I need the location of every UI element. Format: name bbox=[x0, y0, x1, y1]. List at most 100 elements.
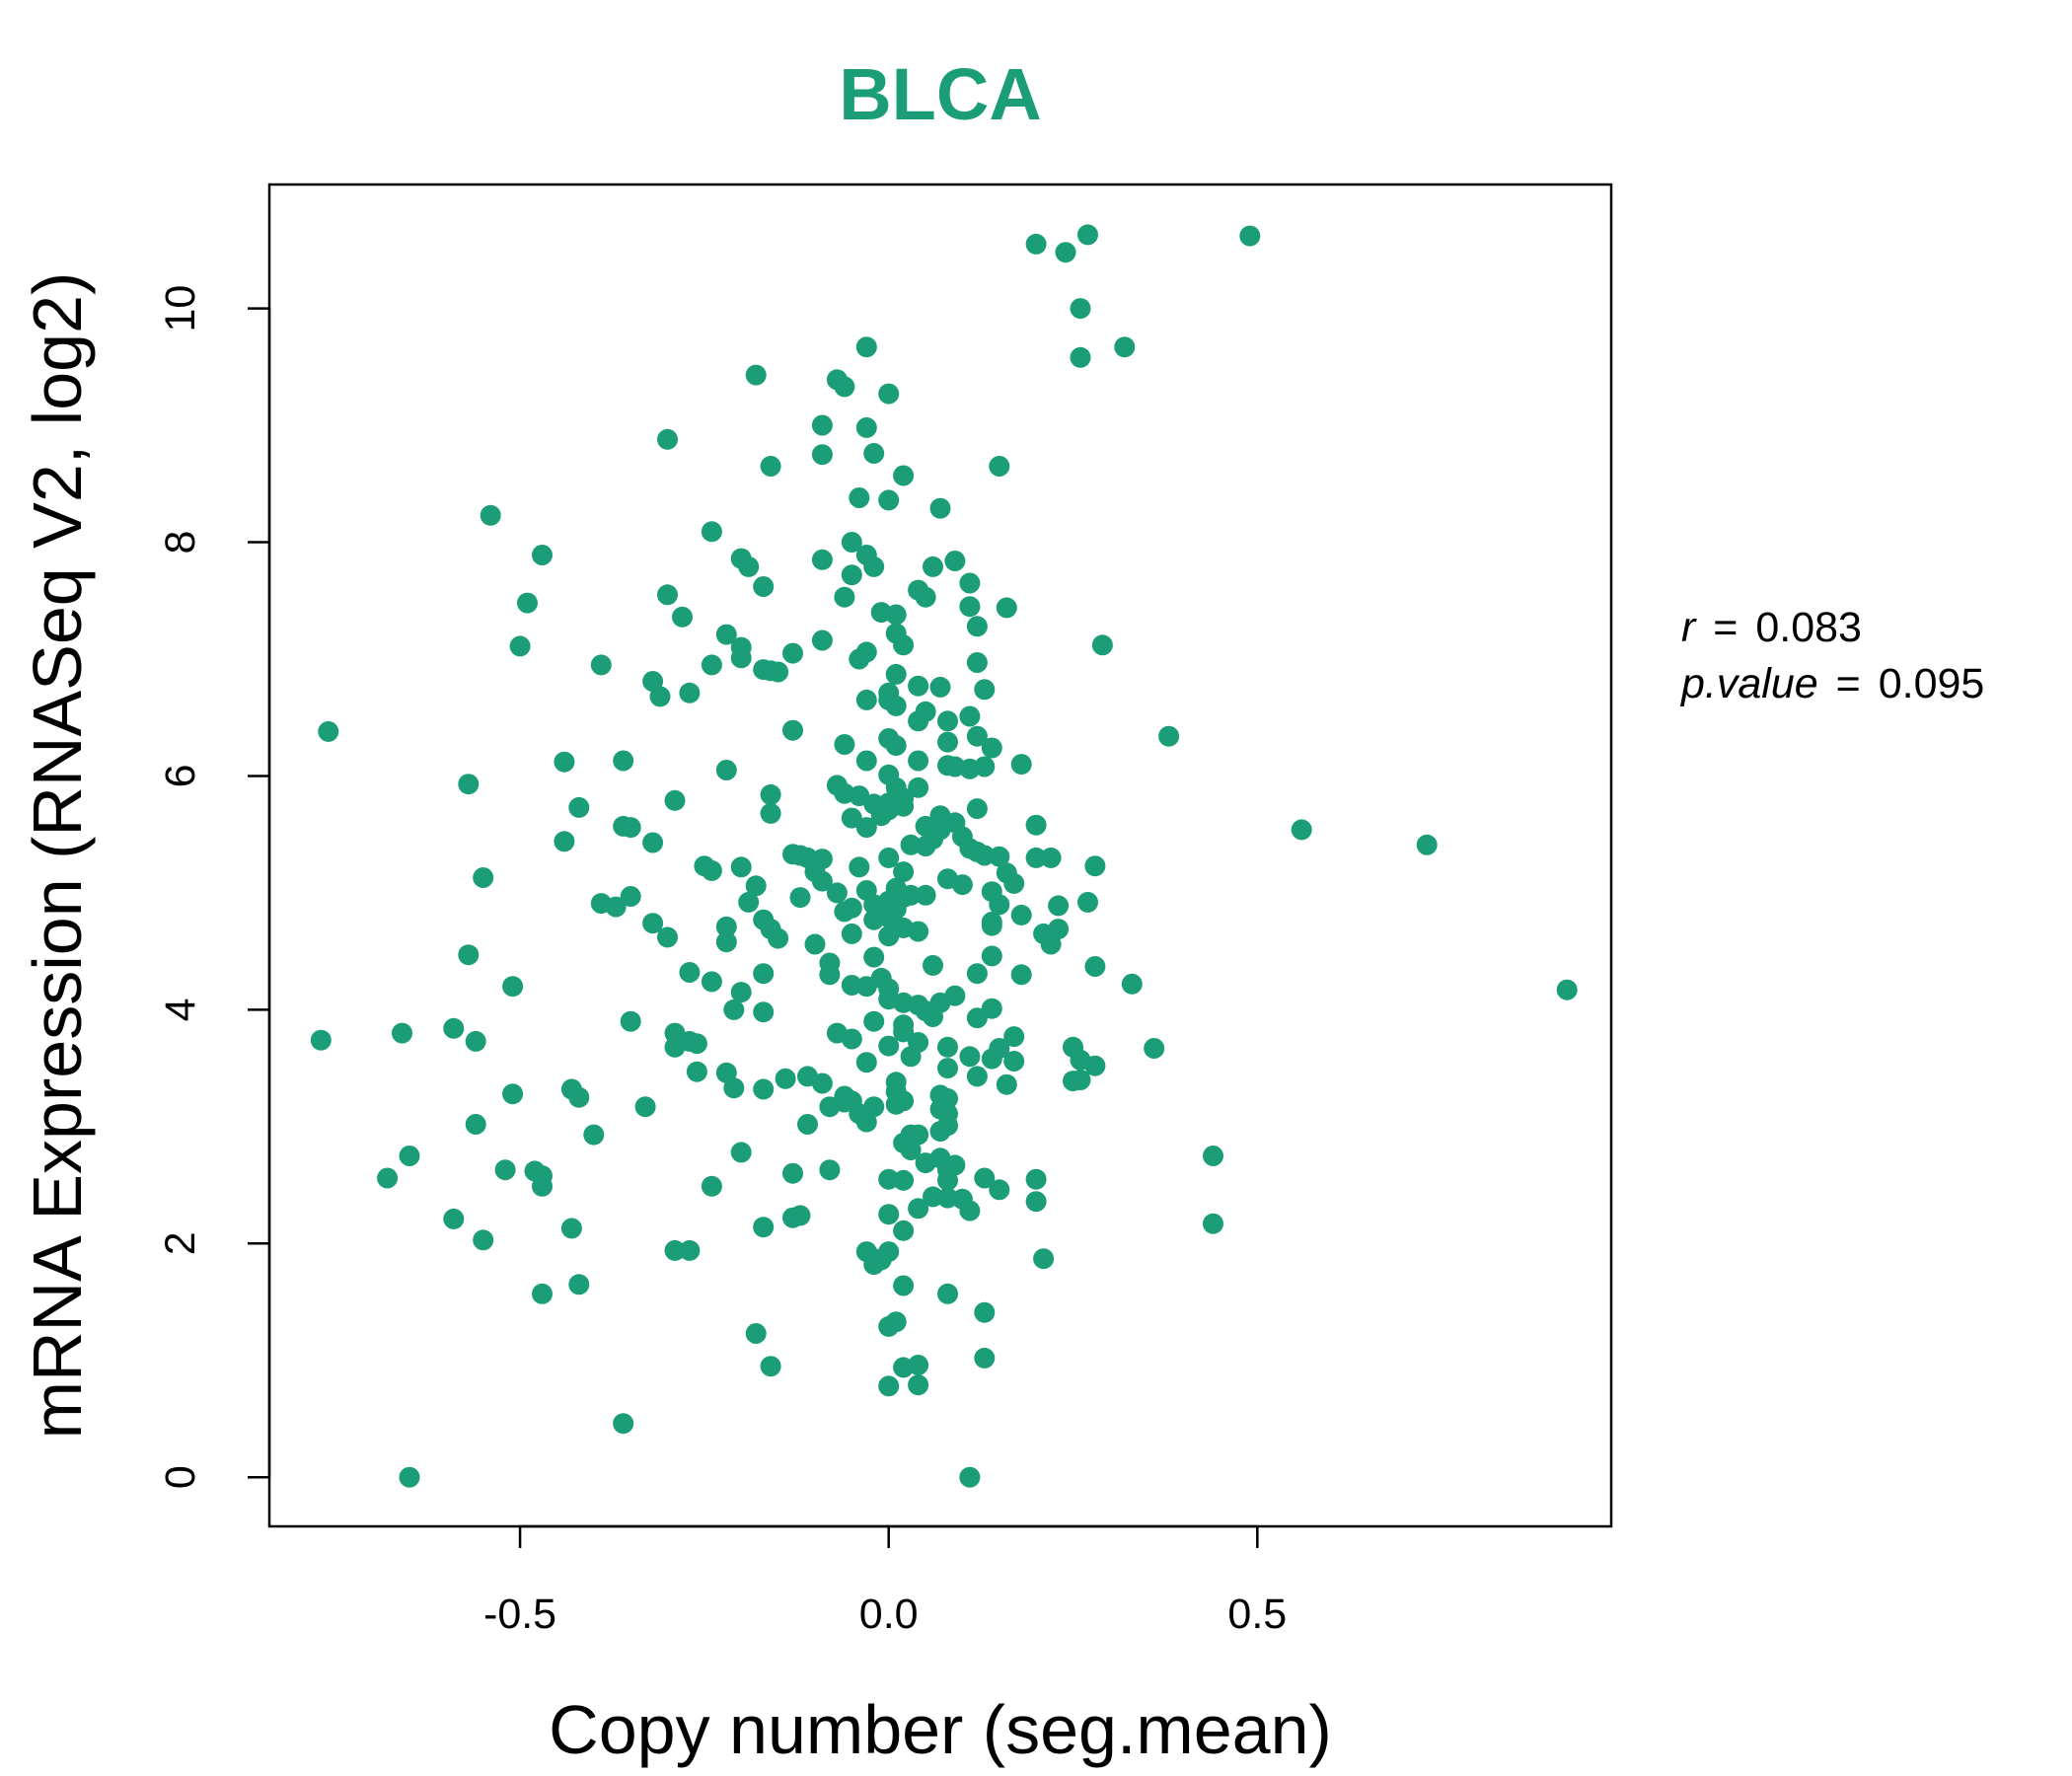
data-point bbox=[1070, 298, 1091, 320]
data-point bbox=[937, 1036, 958, 1058]
data-point bbox=[989, 456, 1010, 477]
data-point bbox=[811, 629, 833, 651]
data-point bbox=[981, 1048, 1002, 1070]
data-point bbox=[893, 1169, 915, 1191]
data-point bbox=[878, 925, 900, 947]
data-point bbox=[768, 661, 789, 683]
data-point bbox=[1556, 979, 1578, 1000]
data-point bbox=[893, 861, 915, 883]
data-point bbox=[974, 679, 996, 701]
data-point bbox=[1084, 1055, 1106, 1076]
data-point bbox=[1055, 242, 1076, 263]
data-point bbox=[672, 606, 693, 628]
data-point bbox=[959, 1466, 981, 1488]
data-point bbox=[959, 596, 981, 618]
data-point bbox=[465, 1114, 486, 1135]
data-point bbox=[760, 802, 781, 824]
data-point bbox=[760, 1356, 781, 1377]
data-point bbox=[1084, 956, 1106, 977]
data-point bbox=[701, 654, 722, 676]
data-point bbox=[841, 975, 862, 996]
data-point bbox=[701, 859, 722, 881]
data-point bbox=[981, 737, 1002, 759]
data-point bbox=[1010, 754, 1032, 776]
data-point bbox=[701, 521, 722, 543]
data-point bbox=[885, 663, 907, 685]
data-point bbox=[841, 564, 862, 586]
data-point bbox=[893, 1220, 915, 1241]
data-point bbox=[554, 751, 575, 773]
data-point bbox=[723, 999, 745, 1020]
data-point bbox=[923, 954, 943, 976]
data-point bbox=[775, 1068, 796, 1089]
data-point bbox=[811, 870, 833, 892]
data-point bbox=[753, 1217, 775, 1238]
points-layer bbox=[310, 224, 1578, 1488]
data-point bbox=[310, 1029, 332, 1051]
data-point bbox=[811, 444, 833, 466]
x-axis: -0.5 0.0 0.5 bbox=[483, 1524, 1287, 1638]
data-point bbox=[996, 597, 1017, 619]
y-axis-title: mRNA Expression (RNASeq V2, log2) bbox=[19, 272, 96, 1440]
data-point bbox=[782, 719, 803, 741]
correlation-p: p.value = 0.095 bbox=[1679, 660, 1984, 707]
data-point bbox=[730, 982, 752, 1003]
data-point bbox=[782, 642, 803, 664]
data-point bbox=[723, 1077, 745, 1099]
data-point bbox=[841, 807, 862, 829]
data-point bbox=[679, 1239, 701, 1261]
data-point bbox=[819, 1096, 841, 1118]
data-point bbox=[1158, 725, 1180, 747]
data-point bbox=[465, 1030, 486, 1052]
data-point bbox=[1239, 225, 1261, 247]
data-point bbox=[900, 834, 922, 855]
data-point bbox=[664, 789, 686, 811]
data-point bbox=[908, 1198, 929, 1220]
data-point bbox=[966, 1066, 988, 1087]
data-point bbox=[878, 1168, 900, 1190]
data-point bbox=[613, 750, 634, 772]
data-point bbox=[929, 1121, 951, 1143]
data-point bbox=[1084, 855, 1106, 877]
data-point bbox=[915, 1152, 936, 1174]
data-point bbox=[981, 915, 1002, 936]
data-point bbox=[1144, 1038, 1165, 1059]
data-point bbox=[532, 545, 553, 565]
data-point bbox=[568, 1086, 590, 1108]
data-point bbox=[908, 1355, 929, 1375]
data-point bbox=[679, 962, 701, 983]
data-point bbox=[753, 963, 775, 985]
data-point bbox=[399, 1146, 420, 1166]
data-point bbox=[834, 376, 855, 398]
data-point bbox=[841, 532, 862, 553]
y-tick-label: 2 bbox=[157, 1231, 204, 1255]
data-point bbox=[480, 504, 501, 526]
data-point bbox=[590, 654, 612, 676]
data-point bbox=[473, 1229, 494, 1251]
data-point bbox=[849, 856, 870, 878]
y-axis: 0 2 4 6 8 10 bbox=[157, 285, 271, 1489]
data-point bbox=[937, 1283, 958, 1304]
data-point bbox=[1040, 847, 1062, 868]
data-point bbox=[885, 1093, 907, 1115]
data-point bbox=[738, 891, 760, 913]
data-point bbox=[974, 1167, 996, 1189]
plot-frame bbox=[267, 183, 1613, 1528]
data-point bbox=[937, 710, 958, 732]
data-point bbox=[885, 604, 907, 626]
data-point bbox=[1010, 964, 1032, 986]
data-point bbox=[966, 652, 988, 673]
data-point bbox=[1416, 834, 1438, 855]
data-point bbox=[554, 831, 575, 852]
data-point bbox=[863, 1010, 885, 1032]
data-point bbox=[1048, 895, 1070, 917]
data-point bbox=[893, 634, 915, 656]
data-point bbox=[715, 931, 737, 953]
data-point bbox=[878, 1035, 900, 1057]
p-value: 0.095 bbox=[1879, 660, 1985, 707]
data-point bbox=[782, 1162, 803, 1184]
data-point bbox=[657, 428, 678, 450]
data-point bbox=[959, 1200, 981, 1221]
data-point bbox=[753, 1001, 775, 1023]
data-point bbox=[318, 720, 339, 742]
